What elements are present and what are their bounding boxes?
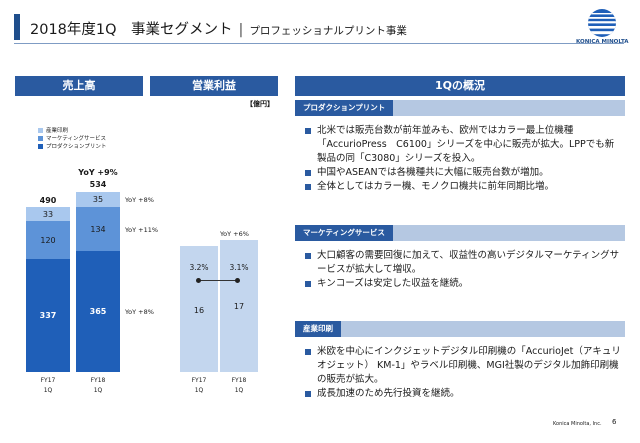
- bullet-item: 全体としてはカラー機、モノクロ機共に前年同期比増。: [305, 180, 623, 194]
- production-bullets: 北米では販売台数が前年並みも、欧州ではカラー最上位機種「AccurioPress…: [305, 124, 623, 194]
- op-yoy: YoY +6%: [220, 230, 249, 238]
- op-ratio-line: [199, 280, 237, 281]
- op-ratio-point: [235, 278, 240, 283]
- legend-item: プロダクションプリント: [38, 142, 106, 150]
- section-header-marketing: マーケティングサービス: [295, 225, 625, 241]
- xlabel-line2: 1Q: [234, 387, 244, 394]
- legend-label: 産業印刷: [46, 128, 69, 134]
- xlabel-line1: FY17: [191, 377, 207, 384]
- bullet-item: 中国やASEANでは各機種共に大幅に販売台数が増加。: [305, 166, 623, 180]
- legend-label: プロダクションプリント: [46, 144, 107, 150]
- unit-label: 【億円】: [246, 100, 274, 108]
- title-rule: [14, 43, 624, 44]
- bar-marketing-fy18: 134: [76, 207, 120, 251]
- page-title: 2018年度1Q 事業セグメント | プロフェッショナルプリント事業: [30, 18, 407, 39]
- sales-header: 売上高: [15, 76, 143, 96]
- legend-item: マーケティングサービス: [38, 134, 106, 142]
- section-title: マーケティングサービス: [295, 225, 393, 241]
- section-title: 産業印刷: [295, 321, 341, 337]
- section-header-industrial: 産業印刷: [295, 321, 625, 337]
- bar-production-fy18: 365: [76, 251, 120, 372]
- bar-marketing-fy17: 120: [26, 221, 70, 259]
- xlabel-line2: 1Q: [43, 387, 53, 394]
- op-bar-fy18: [220, 240, 258, 372]
- page-number: 6: [612, 418, 617, 426]
- op-profit-header: 営業利益: [150, 76, 278, 96]
- xlabel-line1: FY18: [90, 377, 106, 384]
- industrial-bullets: 米欧を中心にインクジェットデジタル印刷機の「AccurioJet（アキュリオジェ…: [305, 345, 623, 401]
- legend-swatch: [38, 135, 43, 141]
- page-title-sub: プロフェッショナルプリント事業: [249, 25, 407, 37]
- section-header-production: プロダクションプリント: [295, 100, 625, 116]
- logo-text: KONICA MINOLTA: [576, 39, 629, 45]
- legend-swatch: [38, 127, 43, 133]
- bullet-item: 北米では販売台数が前年並みも、欧州ではカラー最上位機種「AccurioPress…: [305, 124, 623, 166]
- bullet-item: 米欧を中心にインクジェットデジタル印刷機の「AccurioJet（アキュリオジェ…: [305, 345, 623, 387]
- op-bar-fy17: [180, 246, 218, 372]
- bar-industrial-fy18: 35: [76, 192, 120, 207]
- legend-item: 産業印刷: [38, 126, 106, 134]
- bullet-item: 大口顧客の需要回復に加えて、収益性の高いデジタルマーケティングサービスが拡大して…: [305, 249, 623, 277]
- xlabel-line2: 1Q: [194, 387, 204, 394]
- xlabel-line2: 1Q: [93, 387, 103, 394]
- sales-yoy-total: YoY +9%: [78, 168, 118, 177]
- company-logo: KONICA MINOLTA: [576, 8, 629, 48]
- xlabel-line1: FY18: [231, 377, 247, 384]
- yoy-production: YoY +8%: [125, 308, 154, 316]
- sales-total-fy17: 490: [39, 196, 57, 205]
- op-ratio-fy18: 3.1%: [229, 263, 249, 272]
- section-title: プロダクションプリント: [295, 100, 394, 116]
- sales-total-fy18: 534: [89, 180, 107, 189]
- title-separator: |: [238, 22, 244, 38]
- marketing-bullets: 大口顧客の需要回復に加えて、収益性の高いデジタルマーケティングサービスが拡大して…: [305, 249, 623, 291]
- yoy-marketing: YoY +11%: [125, 226, 159, 234]
- yoy-industrial: YoY +8%: [125, 196, 154, 204]
- page-title-main: 2018年度1Q 事業セグメント: [30, 22, 233, 38]
- sales-xlabel: FY17 1Q: [26, 376, 70, 396]
- title-accent-bar: [14, 14, 20, 40]
- chart-legend: 産業印刷 マーケティングサービス プロダクションプリント: [38, 126, 106, 150]
- op-xlabel: FY18 1Q: [220, 376, 258, 396]
- xlabel-line1: FY17: [40, 377, 56, 384]
- op-value-fy17: 16: [193, 306, 205, 315]
- sales-xlabel: FY18 1Q: [76, 376, 120, 396]
- bar-industrial-fy17: 33: [26, 207, 70, 221]
- op-ratio-fy17: 3.2%: [189, 263, 209, 272]
- overview-header: 1Qの概況: [295, 76, 625, 96]
- bullet-item: 成長加速のため先行投資を継続。: [305, 387, 623, 401]
- bar-production-fy17: 337: [26, 259, 70, 372]
- legend-swatch: [38, 143, 43, 149]
- logo-globe-icon: [588, 9, 616, 37]
- legend-label: マーケティングサービス: [46, 136, 107, 142]
- op-xlabel: FY17 1Q: [180, 376, 218, 396]
- op-ratio-point: [196, 278, 201, 283]
- footer-company: Konica Minolta, Inc.: [553, 421, 602, 427]
- bullet-item: キンコーズは安定した収益を継続。: [305, 277, 623, 291]
- op-value-fy18: 17: [233, 302, 245, 311]
